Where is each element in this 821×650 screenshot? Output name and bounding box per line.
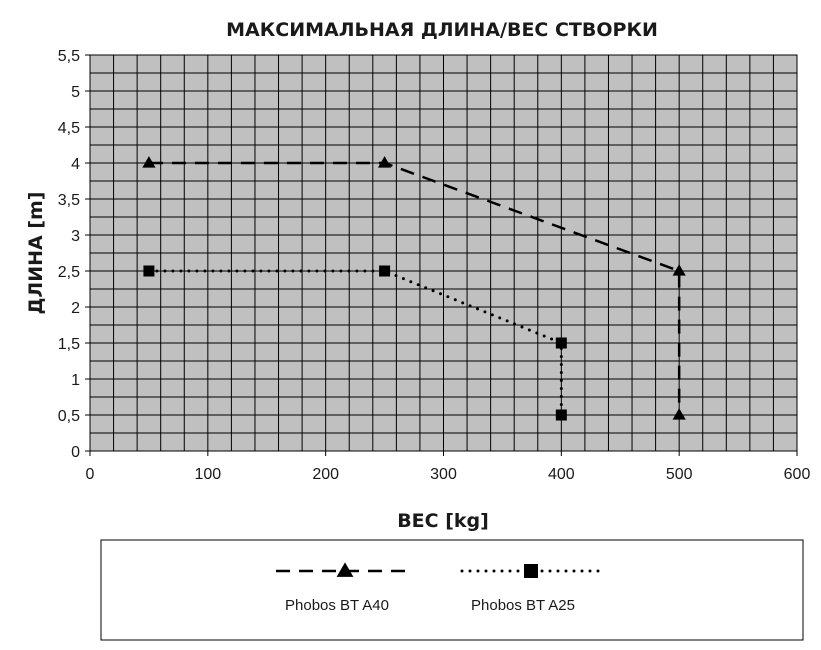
- y-tick-label: 0,5: [58, 408, 80, 425]
- y-tick-label: 5: [71, 84, 80, 101]
- y-tick-label: 4: [71, 156, 80, 173]
- series-layer: [142, 156, 686, 421]
- y-tick-label: 3: [71, 228, 80, 245]
- y-tick-label: 0: [71, 444, 80, 461]
- y-tick-label: 4,5: [58, 120, 80, 137]
- series-line-1: [148, 161, 681, 415]
- legend-marker-2: [524, 564, 538, 578]
- x-tick-labels: 0 100 200 300 400 500 600: [86, 451, 811, 483]
- x-tick-label: 400: [548, 466, 575, 483]
- y-tick-labels: 0 0,5 1 1,5 2 2,5 3 3,5 4 4,5 5 5,5: [58, 48, 90, 461]
- data-point-1-3: [672, 264, 686, 276]
- data-point-1-1: [142, 156, 156, 168]
- y-tick-label: 2: [71, 300, 80, 317]
- x-axis-title: ВЕС [kg]: [397, 510, 489, 532]
- data-point-2-2: [379, 265, 391, 277]
- legend-label-1: Phobos BT A40: [285, 597, 389, 614]
- x-tick-label: 100: [194, 466, 221, 483]
- data-point-2-3: [555, 337, 567, 349]
- y-axis-title: ДЛИНА [m]: [25, 192, 47, 315]
- y-tick-label: 1,5: [58, 336, 80, 353]
- legend-label-2: Phobos BT A25: [471, 597, 575, 614]
- data-point-1-2: [377, 156, 392, 168]
- data-point-2-4: [555, 409, 567, 421]
- x-tick-label: 500: [666, 466, 693, 483]
- x-tick-label: 600: [784, 466, 811, 483]
- chart-title: МАКСИМАЛЬНАЯ ДЛИНА/ВЕС СТВОРКИ: [226, 19, 658, 41]
- y-tick-label: 3,5: [58, 192, 80, 209]
- x-tick-label: 300: [430, 466, 457, 483]
- data-point-1-4: [672, 408, 686, 420]
- legend-box: [100, 539, 804, 641]
- x-tick-label: 0: [86, 466, 95, 483]
- y-tick-label: 1: [71, 372, 80, 389]
- y-tick-label: 5,5: [58, 48, 80, 65]
- legend: Phobos BT A40 Phobos BT A25: [276, 562, 602, 614]
- data-point-2-1: [143, 265, 155, 277]
- series-line-2: [147, 269, 563, 417]
- x-tick-label: 200: [312, 466, 339, 483]
- legend-marker-1: [336, 562, 354, 577]
- y-tick-label: 2,5: [58, 264, 80, 281]
